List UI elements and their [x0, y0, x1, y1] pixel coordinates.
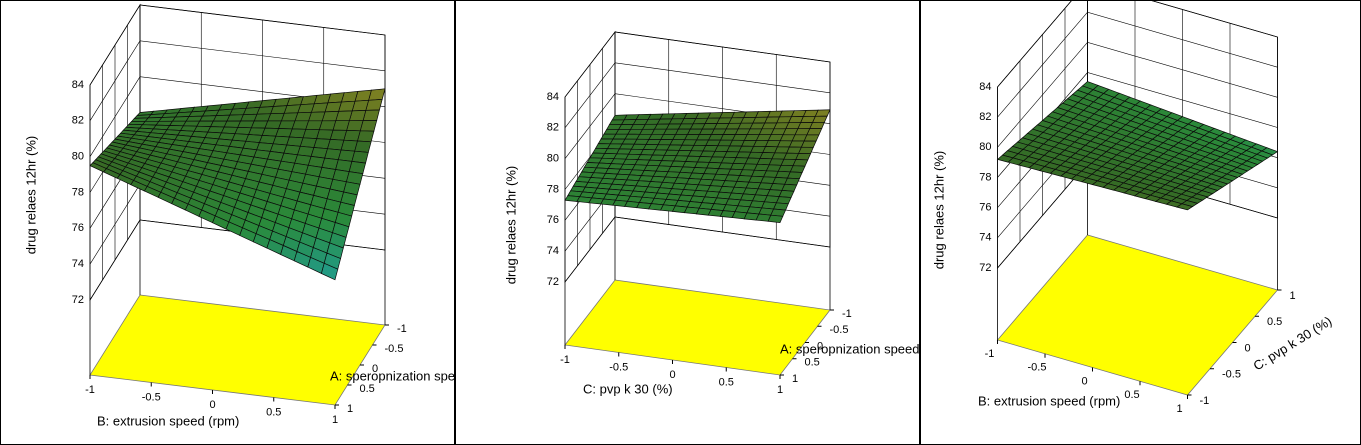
x-tick-label: 1 — [332, 414, 338, 426]
z-axis-title: drug relaes 12hr (%) — [931, 151, 946, 270]
grid-line — [564, 31, 831, 98]
surface — [89, 88, 386, 281]
z-tick-label: 80 — [72, 151, 84, 163]
floor — [564, 279, 831, 376]
y-tick-label: 0 — [372, 363, 378, 375]
z-tick-label: 78 — [979, 171, 991, 183]
z-tick-label: 72 — [979, 262, 991, 274]
x-tick-label: -0.5 — [609, 361, 628, 373]
z-tick-label: 82 — [72, 115, 84, 127]
grid-line — [564, 216, 831, 283]
x-tick-label: 0 — [209, 399, 215, 411]
surface-cell — [130, 117, 149, 122]
z-tick-label: 80 — [979, 141, 991, 153]
y-tick-label: -1 — [1200, 395, 1210, 407]
grid-line — [997, 0, 1278, 88]
y-axis-title: C: pvp k 30 (%) — [1250, 313, 1334, 373]
x-axis-title: C: pvp k 30 (%) — [583, 381, 673, 396]
surface-cell — [320, 262, 339, 281]
surface-cell — [351, 150, 369, 164]
y-tick-label: -1 — [397, 323, 407, 335]
x-tick-label: -1 — [985, 348, 995, 360]
y-tick-label: -0.5 — [385, 343, 404, 355]
y-tick-label: 0.5 — [1267, 316, 1282, 328]
y-tick-label: 1 — [347, 403, 353, 415]
surface-cell — [798, 146, 814, 155]
z-tick-label: 84 — [979, 81, 991, 93]
x-tick-label: -0.5 — [1028, 362, 1047, 374]
z-tick-label: 76 — [547, 214, 559, 226]
surface-cell — [611, 114, 628, 121]
surface-cell — [608, 119, 625, 126]
surface-cell — [789, 165, 806, 173]
z-tick-label: 74 — [72, 258, 84, 270]
y-tick-label: 1 — [792, 373, 798, 385]
surface-cell — [359, 120, 378, 132]
grid-line — [997, 41, 1278, 148]
z-tick-label: 80 — [547, 153, 559, 165]
surface-cell — [603, 129, 620, 135]
surface-cell — [786, 171, 803, 180]
floor — [89, 294, 386, 406]
x-tick-label: 0.5 — [1124, 389, 1139, 401]
surface-cell — [1176, 203, 1194, 211]
z-tick-label: 78 — [72, 186, 84, 198]
panel: 72 74 76 78 80 82 84 -1 -0.5 0 0.5 1 -1 -0.5 0 0.5 1 C: p… — [503, 30, 919, 396]
z-tick-label: 74 — [547, 245, 559, 257]
surface-cell — [795, 153, 812, 161]
z-tick-label: 82 — [547, 122, 559, 134]
y-tick-label: 0 — [817, 340, 823, 352]
z-tick-label: 72 — [72, 294, 84, 306]
grid-line — [89, 4, 386, 86]
x-tick-label: 0.5 — [266, 406, 281, 418]
z-tick-label: 76 — [979, 202, 991, 214]
surface-cell — [803, 134, 820, 142]
x-tick-label: 0 — [1081, 375, 1087, 387]
grid-line — [997, 11, 1278, 118]
x-tick-label: 0.5 — [719, 376, 734, 388]
surface — [564, 109, 831, 223]
y-tick-label: 0.5 — [805, 357, 820, 369]
z-axis-title: drug relaes 12hr (%) — [23, 136, 38, 255]
x-axis-title: B: extrusion speed (rpm) — [97, 413, 239, 428]
x-tick-label: 0 — [669, 369, 675, 381]
x-tick-label: -1 — [85, 384, 95, 396]
z-tick-label: 84 — [72, 79, 84, 91]
panel: 72 74 76 78 80 82 84 -1 -0.5 0 0.5 1 -1 -0.5 0 0.5 1 B: e… — [931, 0, 1334, 415]
panel: 72 74 76 78 80 82 84 -1 -0.5 0 0.5 1 -1 -0.5 0 0.5 1 B: e… — [23, 3, 469, 428]
z-tick-label: 78 — [547, 183, 559, 195]
x-tick-label: 1 — [1176, 403, 1182, 415]
x-tick-label: -0.5 — [142, 391, 161, 403]
z-axis-title: drug relaes 12hr (%) — [503, 166, 518, 285]
surface-cell — [354, 140, 372, 153]
x-axis-title: B: extrusion speed (rpm) — [978, 393, 1120, 408]
z-tick-label: 84 — [547, 91, 559, 103]
y-axis-title: A: speropnization speed — [780, 341, 919, 356]
surface-cell — [606, 124, 623, 130]
y-tick-label: -0.5 — [1222, 369, 1241, 381]
y-tick-label: -1 — [842, 308, 852, 320]
z-tick-label: 72 — [547, 276, 559, 288]
z-tick-label: 82 — [979, 111, 991, 123]
surface-cell — [792, 159, 809, 167]
surface — [996, 81, 1279, 211]
x-tick-label: -1 — [560, 354, 570, 366]
grid-line — [89, 40, 386, 121]
z-tick-label: 74 — [979, 232, 991, 244]
z-tick-label: 76 — [72, 222, 84, 234]
y-tick-label: -0.5 — [830, 324, 849, 336]
x-tick-label: 1 — [777, 384, 783, 396]
y-tick-label: 0 — [1245, 342, 1251, 354]
surface-cell — [784, 177, 800, 186]
surface-cell — [800, 140, 817, 148]
y-tick-label: 0.5 — [360, 383, 375, 395]
surface-cell — [767, 214, 784, 223]
grid-line — [564, 62, 831, 128]
surface-cell — [357, 130, 375, 143]
panel-border — [455, 0, 920, 445]
y-tick-label: 1 — [1290, 290, 1296, 302]
y-axis-title: A: speropnization speed — [330, 368, 469, 383]
